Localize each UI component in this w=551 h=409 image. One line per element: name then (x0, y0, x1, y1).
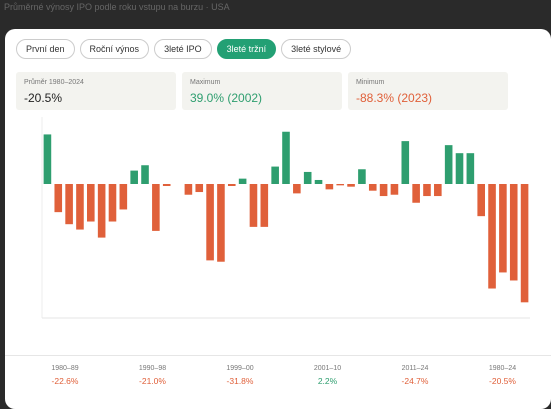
period-label: 2011–24 (401, 365, 429, 372)
bar (108, 184, 117, 222)
bar (43, 134, 52, 184)
period-value: -21.0% (139, 376, 166, 386)
bar (401, 141, 410, 184)
bar (227, 184, 236, 187)
period-label: 1999–00 (226, 365, 254, 372)
period: 1980–24 -20.5% (463, 365, 543, 386)
stat-label: Maximum (190, 79, 221, 86)
stat-value: -88.3% (2023) (356, 91, 433, 105)
stat-label: Minimum (356, 79, 385, 86)
bar (347, 184, 355, 187)
stat-label: Průměr 1980–2024 (24, 79, 84, 86)
page-title: Průměrné výnosy IPO podle roku vstupu na… (4, 2, 230, 12)
bar (477, 184, 485, 217)
bar (455, 153, 464, 184)
tab[interactable]: 3leté tržní (216, 39, 277, 59)
bar (368, 184, 377, 191)
bar (293, 184, 301, 194)
bar (184, 184, 193, 195)
bar (379, 184, 388, 197)
bar (282, 131, 290, 184)
bar (195, 184, 204, 193)
separator (5, 355, 551, 356)
tab[interactable]: Roční výnos (79, 39, 150, 59)
bar (325, 184, 334, 190)
tabs: První den Roční výnos 3leté IPO 3leté tržní… (16, 39, 352, 59)
bar (412, 184, 420, 203)
bar (271, 166, 279, 184)
stat-card: Maximum 39.0% (2002) (182, 72, 342, 110)
bar (217, 184, 225, 262)
period-label: 1980–89 (51, 365, 79, 372)
bar (152, 184, 160, 231)
bar (260, 184, 269, 227)
bar (206, 184, 214, 261)
period: 1999–00 -31.8% (200, 365, 280, 386)
stat-value: 39.0% (2002) (190, 91, 263, 105)
bar (466, 153, 475, 184)
bar (119, 184, 128, 210)
bar (520, 184, 529, 303)
tab[interactable]: První den (16, 39, 75, 59)
bar (314, 179, 323, 184)
period-value: -31.8% (226, 376, 254, 386)
bar (434, 184, 442, 197)
bar (130, 170, 138, 184)
bar (488, 184, 496, 289)
stats: Průměr 1980–2024 -20.5% Maximum 39.0% (2002… (16, 72, 508, 110)
bar (162, 184, 171, 187)
page: Průměrné výnosy IPO podle roku vstupu na… (4, 2, 551, 409)
bar (97, 184, 106, 238)
chart (41, 117, 530, 319)
period-value: 2.2% (317, 376, 338, 386)
bar (358, 169, 366, 184)
period: 2011–24 -24.7% (375, 365, 455, 386)
tab[interactable]: 3leté IPO (154, 39, 212, 59)
bar (444, 145, 453, 184)
period: 1990–98 -21.0% (113, 365, 193, 386)
bar (423, 184, 431, 197)
period-label: 1990–98 (138, 365, 167, 372)
bar (499, 184, 507, 273)
bar (238, 178, 247, 184)
period-value: -22.6% (51, 376, 79, 386)
tab[interactable]: 3leté stylové (281, 39, 352, 59)
bar (390, 184, 399, 195)
period: 2001–10 2.2% (288, 365, 368, 386)
bar (303, 171, 312, 184)
period: 1980–89 -22.6% (25, 365, 105, 386)
bar (54, 184, 63, 213)
stat-card: Průměr 1980–2024 -20.5% (16, 72, 176, 110)
bar (509, 184, 518, 281)
bar (65, 184, 73, 225)
period-value: -20.5% (489, 376, 516, 386)
bar (336, 184, 345, 186)
period-label: 1980–24 (488, 365, 517, 372)
bar (249, 184, 258, 227)
bar (87, 184, 95, 222)
stat-value: -20.5% (24, 91, 63, 105)
stat-card: Minimum -88.3% (2023) (348, 72, 508, 110)
bar (76, 184, 84, 230)
period-value: -24.7% (401, 376, 429, 386)
bar (141, 165, 149, 184)
period-label: 2001–10 (313, 365, 342, 372)
card: První den Roční výnos 3leté IPO 3leté tržní… (5, 29, 551, 409)
